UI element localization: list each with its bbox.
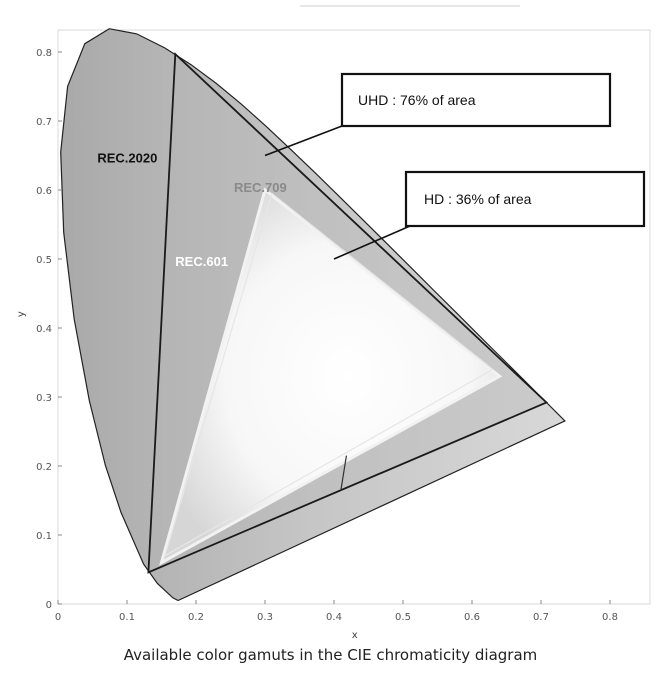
x-tick-label: 0.3 xyxy=(257,612,273,623)
label-rec601: REC.601 xyxy=(175,254,228,269)
white-point-mark xyxy=(340,455,348,491)
y-tick-label: 0.3 xyxy=(36,393,52,404)
y-tick-label: 0.6 xyxy=(36,186,52,197)
y-tick-label: 0.5 xyxy=(36,255,52,266)
x-tick-label: 0.8 xyxy=(602,612,618,623)
x-axis-label: x xyxy=(352,630,358,640)
y-tick-label: 0 xyxy=(46,600,52,611)
y-tick-label: 0.8 xyxy=(36,48,52,59)
callout-uhd-leader xyxy=(264,125,343,157)
y-tick-label: 0.1 xyxy=(36,531,52,542)
figure-caption: Available color gamuts in the CIE chroma… xyxy=(123,646,538,664)
x-tick-label: 0.1 xyxy=(119,612,135,623)
callout-hd-box xyxy=(404,170,646,228)
y-tick-label: 0.7 xyxy=(36,117,52,128)
label-rec2020: REC.2020 xyxy=(97,150,157,165)
x-tick-label: 0 xyxy=(55,612,61,623)
label-rec709: REC.709 xyxy=(234,180,287,195)
callout-hd-text: HD : 36% of area xyxy=(424,191,532,207)
callout-hd-leader xyxy=(333,225,411,260)
callout-uhd-box xyxy=(340,72,612,128)
y-axis-label: y xyxy=(16,311,27,317)
x-tick-label: 0.6 xyxy=(464,612,480,623)
x-tick-label: 0.5 xyxy=(395,612,411,623)
x-tick-label: 0.7 xyxy=(533,612,549,623)
y-tick-label: 0.2 xyxy=(36,462,52,473)
x-tick-label: 0.2 xyxy=(188,612,204,623)
x-tick-label: 0.4 xyxy=(326,612,342,623)
y-tick-label: 0.4 xyxy=(36,324,52,335)
gamut-rec601 xyxy=(163,192,494,557)
callout-uhd-text: UHD : 76% of area xyxy=(358,92,476,108)
chromaticity-plot: 0 0.1 0.2 0.3 0.4 0.5 0.6 0.7 0.8 0 0.1 0.2 0.3 0.4 0.… xyxy=(16,5,651,640)
